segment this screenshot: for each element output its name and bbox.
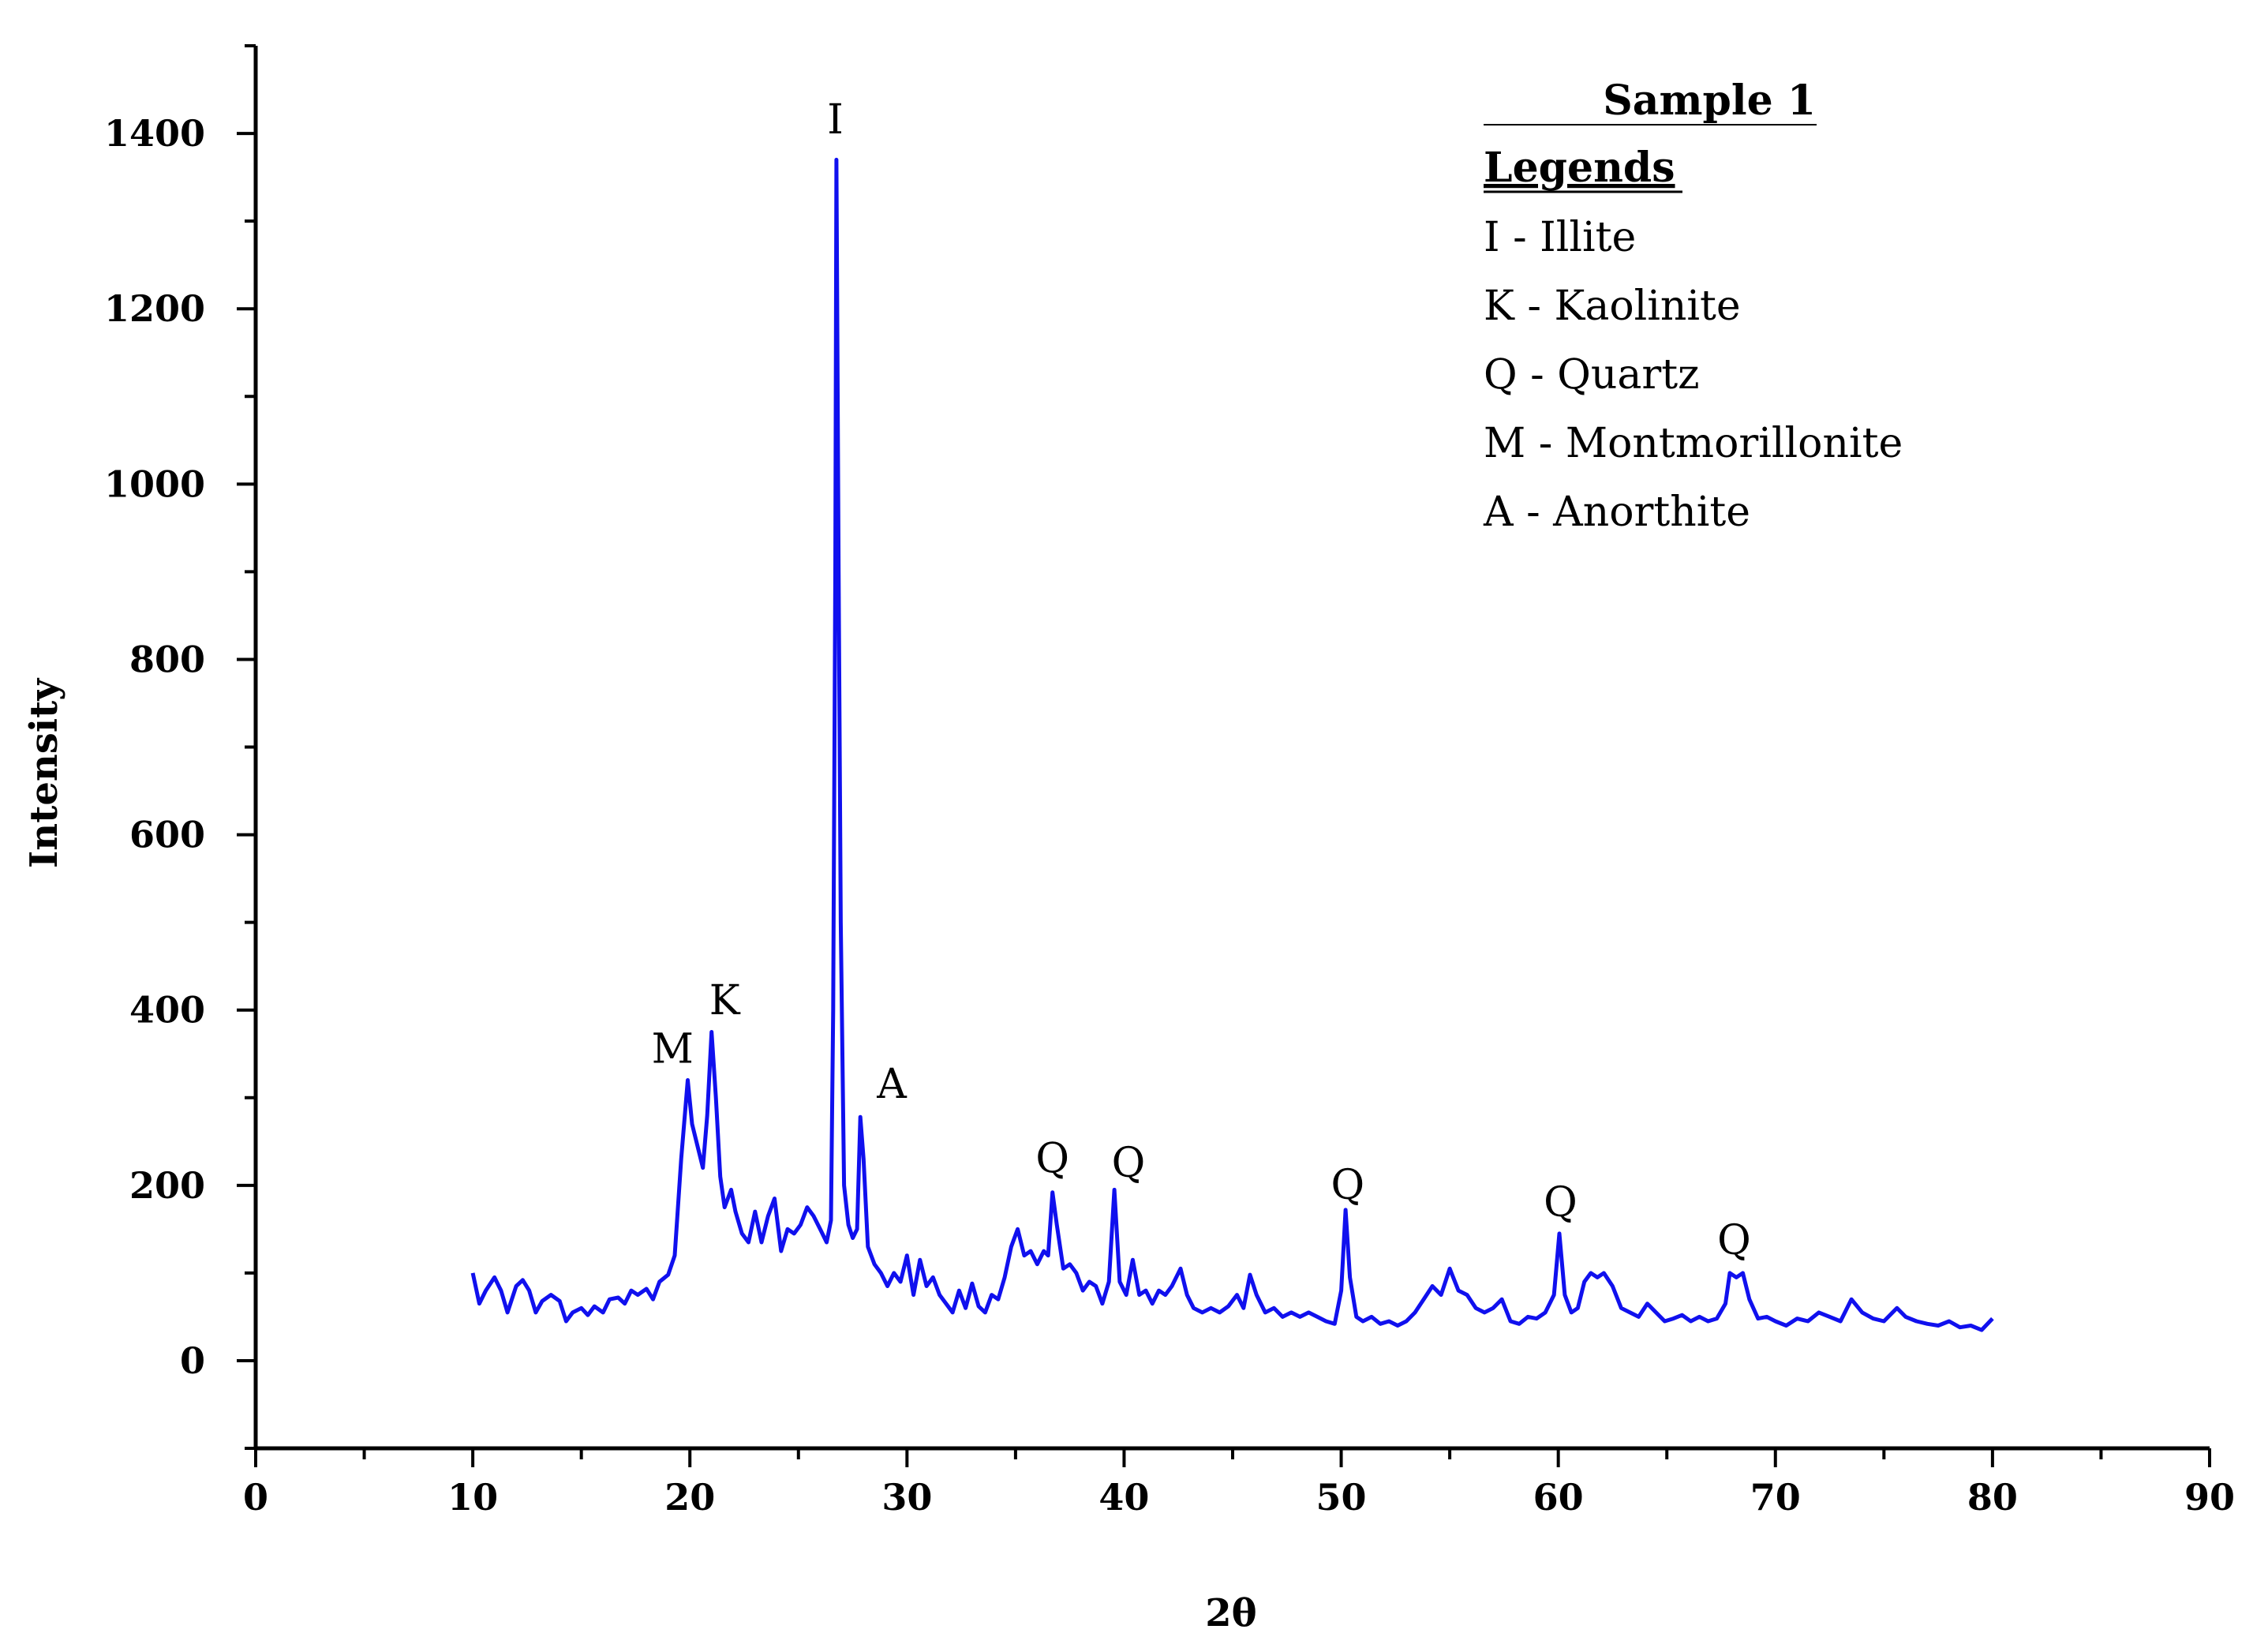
x-tick-label: 50 xyxy=(1316,1476,1367,1519)
x-tick-label: 60 xyxy=(1533,1476,1584,1519)
peak-label-q: Q xyxy=(1717,1216,1751,1264)
y-tick-label: 800 xyxy=(129,638,205,680)
legend-title: Sample 1 xyxy=(1603,77,1816,125)
x-axis-title: 2θ xyxy=(1205,1591,1256,1635)
legend: Sample 1 Legends I - Illite K - Kaolinit… xyxy=(1483,77,1903,536)
peak-label-i: I xyxy=(827,96,844,144)
x-tick-label: 20 xyxy=(664,1476,715,1519)
y-axis-title: Intensity xyxy=(22,677,66,868)
y-tick-label: 200 xyxy=(129,1164,205,1207)
peak-label-k: K xyxy=(709,977,741,1024)
axes xyxy=(253,46,2210,1451)
y-tick-label: 0 xyxy=(180,1339,205,1382)
legend-entry-kaolinite: K - Kaolinite xyxy=(1484,283,1741,330)
legend-entry-illite: I - Illite xyxy=(1484,214,1636,261)
y-tick-label: 1200 xyxy=(104,287,205,330)
peak-label-q: Q xyxy=(1544,1179,1577,1227)
peak-label-q: Q xyxy=(1330,1161,1364,1208)
legend-entry-quartz: Q - Quartz xyxy=(1484,351,1700,399)
x-tick-label: 80 xyxy=(1967,1476,2018,1519)
x-tick-label: 0 xyxy=(243,1476,268,1519)
legend-entry-montmorillonite: M - Montmorillonite xyxy=(1484,420,1903,467)
y-tick-label: 400 xyxy=(129,989,205,1032)
diffraction-series-line xyxy=(470,157,1994,1332)
y-tick-label: 600 xyxy=(129,814,205,856)
legend-entry-anorthite: A - Anorthite xyxy=(1483,489,1750,536)
y-axis-ticks: 0 200 400 600 800 1000 1200 1400 xyxy=(104,44,256,1450)
peak-label-q: Q xyxy=(1112,1140,1146,1187)
peak-label-a: A xyxy=(876,1061,908,1108)
x-tick-label: 70 xyxy=(1750,1476,1801,1519)
x-tick-label: 40 xyxy=(1098,1476,1149,1519)
x-tick-label: 10 xyxy=(447,1476,498,1519)
x-axis-ticks: 0 10 20 30 40 50 60 70 80 90 xyxy=(243,1448,2235,1519)
y-tick-label: 1000 xyxy=(104,463,205,505)
peak-label-q: Q xyxy=(1035,1135,1069,1182)
y-tick-label: 1400 xyxy=(104,112,205,155)
x-tick-label: 90 xyxy=(2184,1476,2235,1519)
peak-label-m: M xyxy=(652,1025,694,1073)
legend-heading: Legends xyxy=(1484,144,1675,192)
x-tick-label: 30 xyxy=(881,1476,932,1519)
